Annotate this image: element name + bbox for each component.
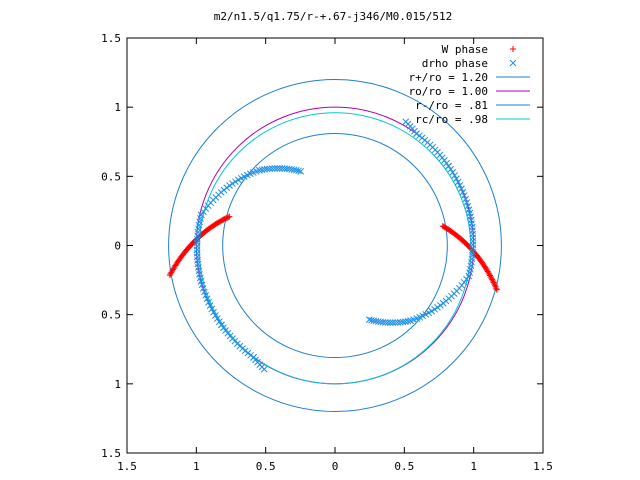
x-tick-label: 1 — [193, 460, 200, 473]
y-tick-label: 1 — [114, 101, 121, 114]
data-point — [489, 276, 496, 283]
data-point — [391, 319, 399, 326]
data-point — [213, 315, 221, 323]
data-point — [460, 192, 468, 199]
data-point — [493, 285, 500, 292]
x-tick-label: 1 — [470, 460, 477, 473]
data-point — [460, 278, 468, 286]
data-point — [463, 275, 470, 283]
circle-3 — [198, 112, 472, 385]
data-point — [451, 172, 458, 179]
data-point — [261, 166, 268, 173]
legend-label: drho phase — [422, 57, 488, 70]
data-point — [404, 317, 412, 325]
data-point — [201, 288, 208, 296]
y-tick-label: 1.5 — [101, 32, 121, 45]
data-point — [218, 321, 225, 329]
data-point — [488, 275, 495, 282]
data-point — [431, 305, 438, 313]
data-point — [232, 178, 239, 186]
chart-title: m2/n1.5/q1.75/r-+.67-j346/M0.015/512 — [214, 10, 452, 23]
data-point — [487, 272, 494, 279]
y-tick-label: 0.5 — [101, 309, 121, 322]
x-tick-label: 0 — [332, 460, 339, 473]
data-point — [493, 286, 500, 293]
data-point — [206, 302, 214, 309]
circle-2 — [222, 132, 448, 359]
data-point — [258, 166, 266, 174]
legend-label: W phase — [442, 43, 488, 56]
data-point — [203, 295, 211, 303]
data-point — [402, 318, 409, 325]
legend-sample — [509, 59, 517, 67]
data-point — [208, 305, 216, 313]
data-point — [297, 168, 305, 175]
y-tick-label: 1.5 — [101, 447, 121, 460]
data-point — [459, 188, 467, 196]
data-point — [215, 318, 223, 326]
data-point — [386, 319, 394, 326]
data-point — [462, 195, 469, 203]
data-point — [486, 271, 493, 278]
data-point — [276, 165, 284, 172]
data-point — [402, 118, 410, 126]
circle-1 — [195, 106, 475, 385]
legend-sample — [510, 46, 516, 52]
legend-label: r+/ro = 1.20 — [409, 71, 488, 84]
legend-label: r-/ro = .81 — [415, 99, 488, 112]
data-point — [260, 365, 268, 373]
data-point — [273, 165, 281, 172]
x-tick-label: 0.5 — [256, 460, 276, 473]
data-point — [456, 182, 464, 189]
data-point — [212, 312, 219, 319]
plot-area — [166, 79, 502, 412]
legend-label: rc/ro = .98 — [415, 113, 488, 126]
data-point — [492, 283, 499, 290]
data-point — [447, 165, 455, 173]
data-point — [365, 316, 373, 323]
data-point — [199, 285, 207, 292]
legend-label: ro/ro = 1.00 — [409, 85, 488, 98]
data-point — [271, 165, 279, 172]
x-tick-label: 1.5 — [117, 460, 137, 473]
data-point — [453, 175, 460, 183]
data-point — [445, 162, 452, 170]
data-point — [384, 319, 392, 326]
data-point — [202, 292, 210, 299]
y-tick-label: 0.5 — [101, 170, 121, 183]
data-point — [389, 319, 397, 326]
data-point — [458, 185, 465, 193]
data-point — [205, 298, 212, 306]
x-tick-label: 0.5 — [394, 460, 414, 473]
x-tick-label: 1.5 — [533, 460, 553, 473]
data-point — [487, 273, 494, 280]
data-point — [229, 180, 236, 187]
y-tick-label: 0 — [114, 240, 121, 253]
data-point — [463, 199, 471, 206]
data-point — [428, 307, 436, 315]
data-point — [489, 278, 496, 285]
data-point — [434, 304, 441, 311]
data-point — [278, 165, 286, 172]
data-point — [490, 279, 497, 286]
y-tick-label: 1 — [114, 378, 121, 391]
data-point — [491, 282, 498, 289]
data-point — [491, 280, 498, 287]
series-w-phase — [166, 213, 500, 293]
data-point — [454, 178, 462, 186]
data-point — [234, 176, 242, 184]
axis-ticks: 1.5 1 0.5 0 0.5 1 1.51.510.500.511.5 — [101, 32, 553, 473]
data-point — [202, 205, 210, 213]
circle-0 — [168, 79, 502, 412]
data-point — [225, 214, 232, 221]
data-point — [449, 168, 457, 176]
data-point — [226, 213, 233, 220]
data-point — [210, 308, 217, 316]
data-point — [200, 208, 207, 216]
series-drho-phase — [193, 118, 477, 373]
